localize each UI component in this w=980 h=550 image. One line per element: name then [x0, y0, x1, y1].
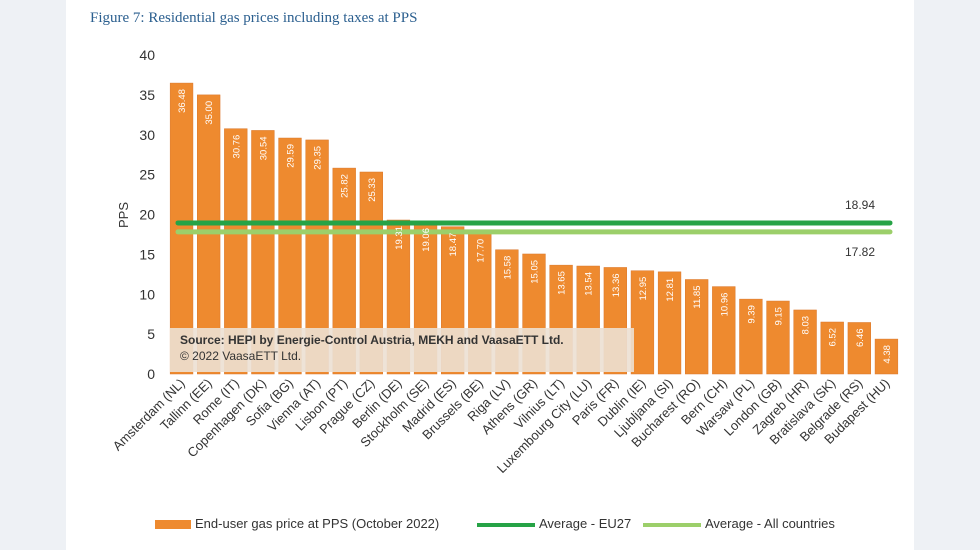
bar-value-label: 18.47 — [448, 233, 459, 257]
bar — [712, 286, 736, 375]
bar — [766, 300, 790, 375]
bar-value-label: 13.65 — [557, 271, 568, 295]
all-countries-average-label: 17.82 — [845, 245, 875, 259]
legend-item-eu27: Average - EU27 — [477, 516, 631, 531]
bar-value-label: 25.82 — [340, 174, 351, 198]
bar-value-label: 19.06 — [421, 228, 432, 252]
legend-label-all-countries: Average - All countries — [705, 516, 835, 531]
copyright-text: © 2022 VaasaETT Ltd. — [180, 349, 302, 363]
legend-item-all-countries: Average - All countries — [643, 516, 835, 531]
bar-value-label: 30.54 — [258, 136, 269, 160]
bar — [685, 279, 709, 375]
bar-value-label: 9.39 — [746, 305, 757, 324]
bar — [793, 309, 817, 375]
bar-value-label: 11.85 — [692, 285, 703, 308]
y-tick-label: 35 — [139, 87, 155, 103]
bar-value-label: 12.81 — [665, 278, 676, 302]
bar — [332, 167, 356, 375]
bar-value-label: 29.59 — [286, 144, 297, 168]
legend-label-price: End-user gas price at PPS (October 2022) — [195, 516, 440, 531]
y-axis-label: PPS — [116, 202, 131, 228]
bar-value-label: 29.35 — [313, 146, 324, 170]
bar-value-label: 30.76 — [231, 135, 242, 159]
bar — [278, 137, 302, 375]
bar-value-label: 9.15 — [774, 307, 785, 326]
y-tick-label: 25 — [139, 167, 155, 183]
source-text: Source: HEPI by Energie-Control Austria,… — [180, 333, 564, 347]
y-tick-label: 0 — [147, 366, 155, 382]
bar-value-label: 13.36 — [611, 273, 622, 297]
bar — [251, 130, 275, 375]
bar-value-label: 8.03 — [801, 316, 812, 335]
legend-label-eu27: Average - EU27 — [539, 516, 632, 531]
source-note: Source: HEPI by Energie-Control Austria,… — [170, 328, 634, 372]
legend-swatch-eu27 — [477, 522, 535, 527]
legend-item-price: End-user gas price at PPS (October 2022) — [155, 516, 439, 531]
bar — [874, 338, 899, 375]
bar — [630, 270, 655, 375]
bar — [224, 128, 248, 375]
bar-value-label: 4.38 — [882, 345, 893, 364]
eu27-average-label: 18.94 — [845, 198, 875, 212]
bar-value-label: 10.96 — [719, 293, 730, 317]
bar-value-label: 19.31 — [394, 226, 405, 250]
y-tick-label: 30 — [139, 127, 155, 143]
bar-value-label: 35.00 — [204, 101, 215, 125]
bar — [820, 321, 844, 375]
bar — [739, 298, 763, 375]
legend-swatch-all-countries — [643, 522, 701, 527]
bar-value-label: 17.70 — [475, 239, 486, 263]
bar-value-label: 13.54 — [584, 272, 595, 296]
legend-swatch-price — [155, 520, 191, 530]
bar-value-label: 25.33 — [367, 178, 378, 202]
bar — [657, 271, 682, 375]
bar — [305, 139, 329, 375]
y-tick-label: 10 — [139, 286, 155, 302]
bar — [197, 94, 221, 375]
bar-value-label: 6.46 — [855, 328, 866, 347]
bar — [169, 82, 194, 375]
bar-value-label: 6.52 — [828, 328, 839, 347]
bar — [847, 322, 871, 375]
figure-title: Figure 7: Residential gas prices includi… — [90, 10, 418, 26]
bar-value-label: 15.58 — [502, 256, 513, 280]
bar-value-label: 15.05 — [530, 260, 541, 284]
bar-value-label: 12.95 — [638, 277, 649, 301]
y-tick-label: 20 — [139, 207, 155, 223]
y-tick-label: 15 — [139, 246, 155, 262]
y-tick-label: 40 — [139, 47, 155, 63]
y-tick-label: 5 — [147, 326, 155, 342]
bar-value-label: 36.48 — [177, 89, 188, 113]
